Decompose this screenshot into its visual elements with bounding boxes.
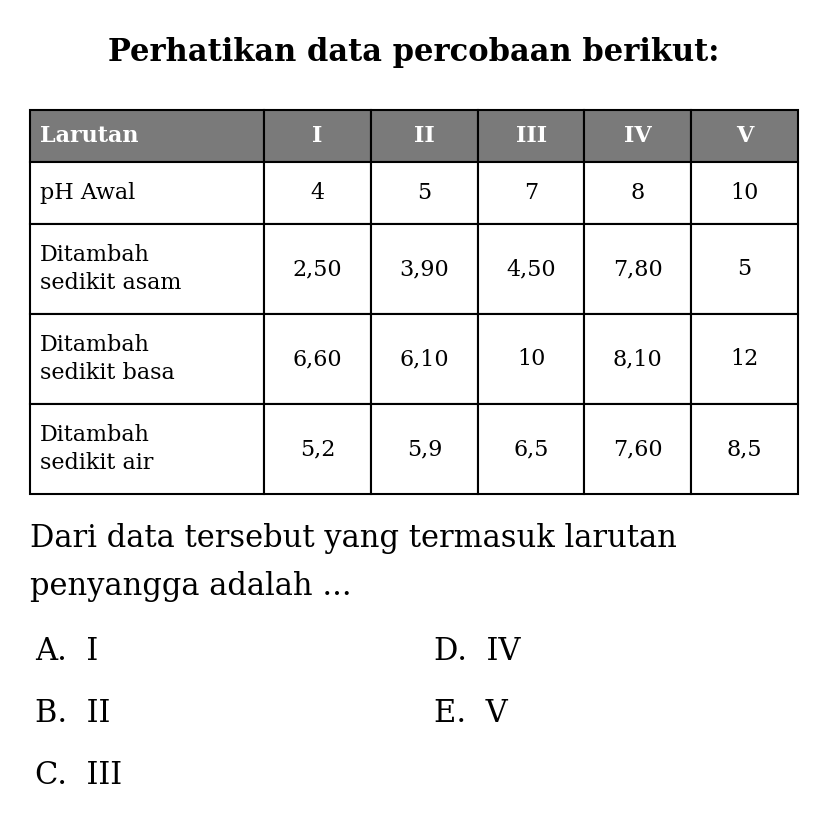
Text: 4: 4: [310, 182, 324, 204]
Bar: [264, 224, 370, 314]
Bar: [691, 314, 797, 404]
Text: Perhatikan data percobaan berikut:: Perhatikan data percobaan berikut:: [108, 37, 719, 67]
Bar: [30, 110, 264, 162]
Bar: [691, 110, 797, 162]
Bar: [30, 162, 264, 224]
Bar: [691, 404, 797, 494]
Text: 7: 7: [523, 182, 538, 204]
Bar: [370, 110, 477, 162]
Bar: [584, 314, 691, 404]
Text: B.  II: B. II: [35, 699, 110, 730]
Text: penyangga adalah ...: penyangga adalah ...: [30, 572, 351, 602]
Text: Ditambah
sedikit basa: Ditambah sedikit basa: [40, 334, 174, 384]
Bar: [477, 162, 584, 224]
Text: 2,50: 2,50: [293, 258, 342, 280]
Text: IV: IV: [624, 125, 651, 147]
Text: III: III: [515, 125, 546, 147]
Text: 5: 5: [737, 258, 751, 280]
Text: 8,5: 8,5: [726, 438, 762, 460]
Text: 8,10: 8,10: [612, 348, 662, 370]
Text: 3,90: 3,90: [399, 258, 449, 280]
Text: D.  IV: D. IV: [433, 636, 520, 667]
Bar: [584, 224, 691, 314]
Bar: [477, 110, 584, 162]
Text: 5,9: 5,9: [406, 438, 442, 460]
Text: 7,60: 7,60: [612, 438, 662, 460]
Bar: [477, 314, 584, 404]
Bar: [477, 404, 584, 494]
Bar: [584, 404, 691, 494]
Text: 12: 12: [729, 348, 758, 370]
Bar: [370, 224, 477, 314]
Bar: [264, 162, 370, 224]
Text: Ditambah
sedikit asam: Ditambah sedikit asam: [40, 245, 181, 294]
Text: E.  V: E. V: [433, 699, 507, 730]
Bar: [370, 404, 477, 494]
Text: pH Awal: pH Awal: [40, 182, 135, 204]
Text: C.  III: C. III: [35, 760, 122, 791]
Bar: [30, 404, 264, 494]
Text: 6,5: 6,5: [513, 438, 548, 460]
Bar: [264, 404, 370, 494]
Text: 6,10: 6,10: [399, 348, 448, 370]
Bar: [691, 162, 797, 224]
Text: 6,60: 6,60: [293, 348, 342, 370]
Text: II: II: [414, 125, 434, 147]
Bar: [584, 110, 691, 162]
Bar: [30, 314, 264, 404]
Bar: [691, 224, 797, 314]
Text: A.  I: A. I: [35, 636, 98, 667]
Text: 5: 5: [417, 182, 431, 204]
Bar: [30, 224, 264, 314]
Bar: [584, 162, 691, 224]
Bar: [370, 162, 477, 224]
Bar: [264, 314, 370, 404]
Text: I: I: [312, 125, 323, 147]
Text: 8: 8: [630, 182, 644, 204]
Text: 10: 10: [729, 182, 758, 204]
Text: 4,50: 4,50: [505, 258, 555, 280]
Bar: [370, 314, 477, 404]
Bar: [477, 224, 584, 314]
Text: 5,2: 5,2: [299, 438, 335, 460]
Text: Ditambah
sedikit air: Ditambah sedikit air: [40, 424, 153, 473]
Text: Dari data tersebut yang termasuk larutan: Dari data tersebut yang termasuk larutan: [30, 523, 676, 554]
Text: Larutan: Larutan: [40, 125, 138, 147]
Text: 10: 10: [516, 348, 545, 370]
Bar: [264, 110, 370, 162]
Text: V: V: [735, 125, 753, 147]
Text: 7,80: 7,80: [612, 258, 662, 280]
